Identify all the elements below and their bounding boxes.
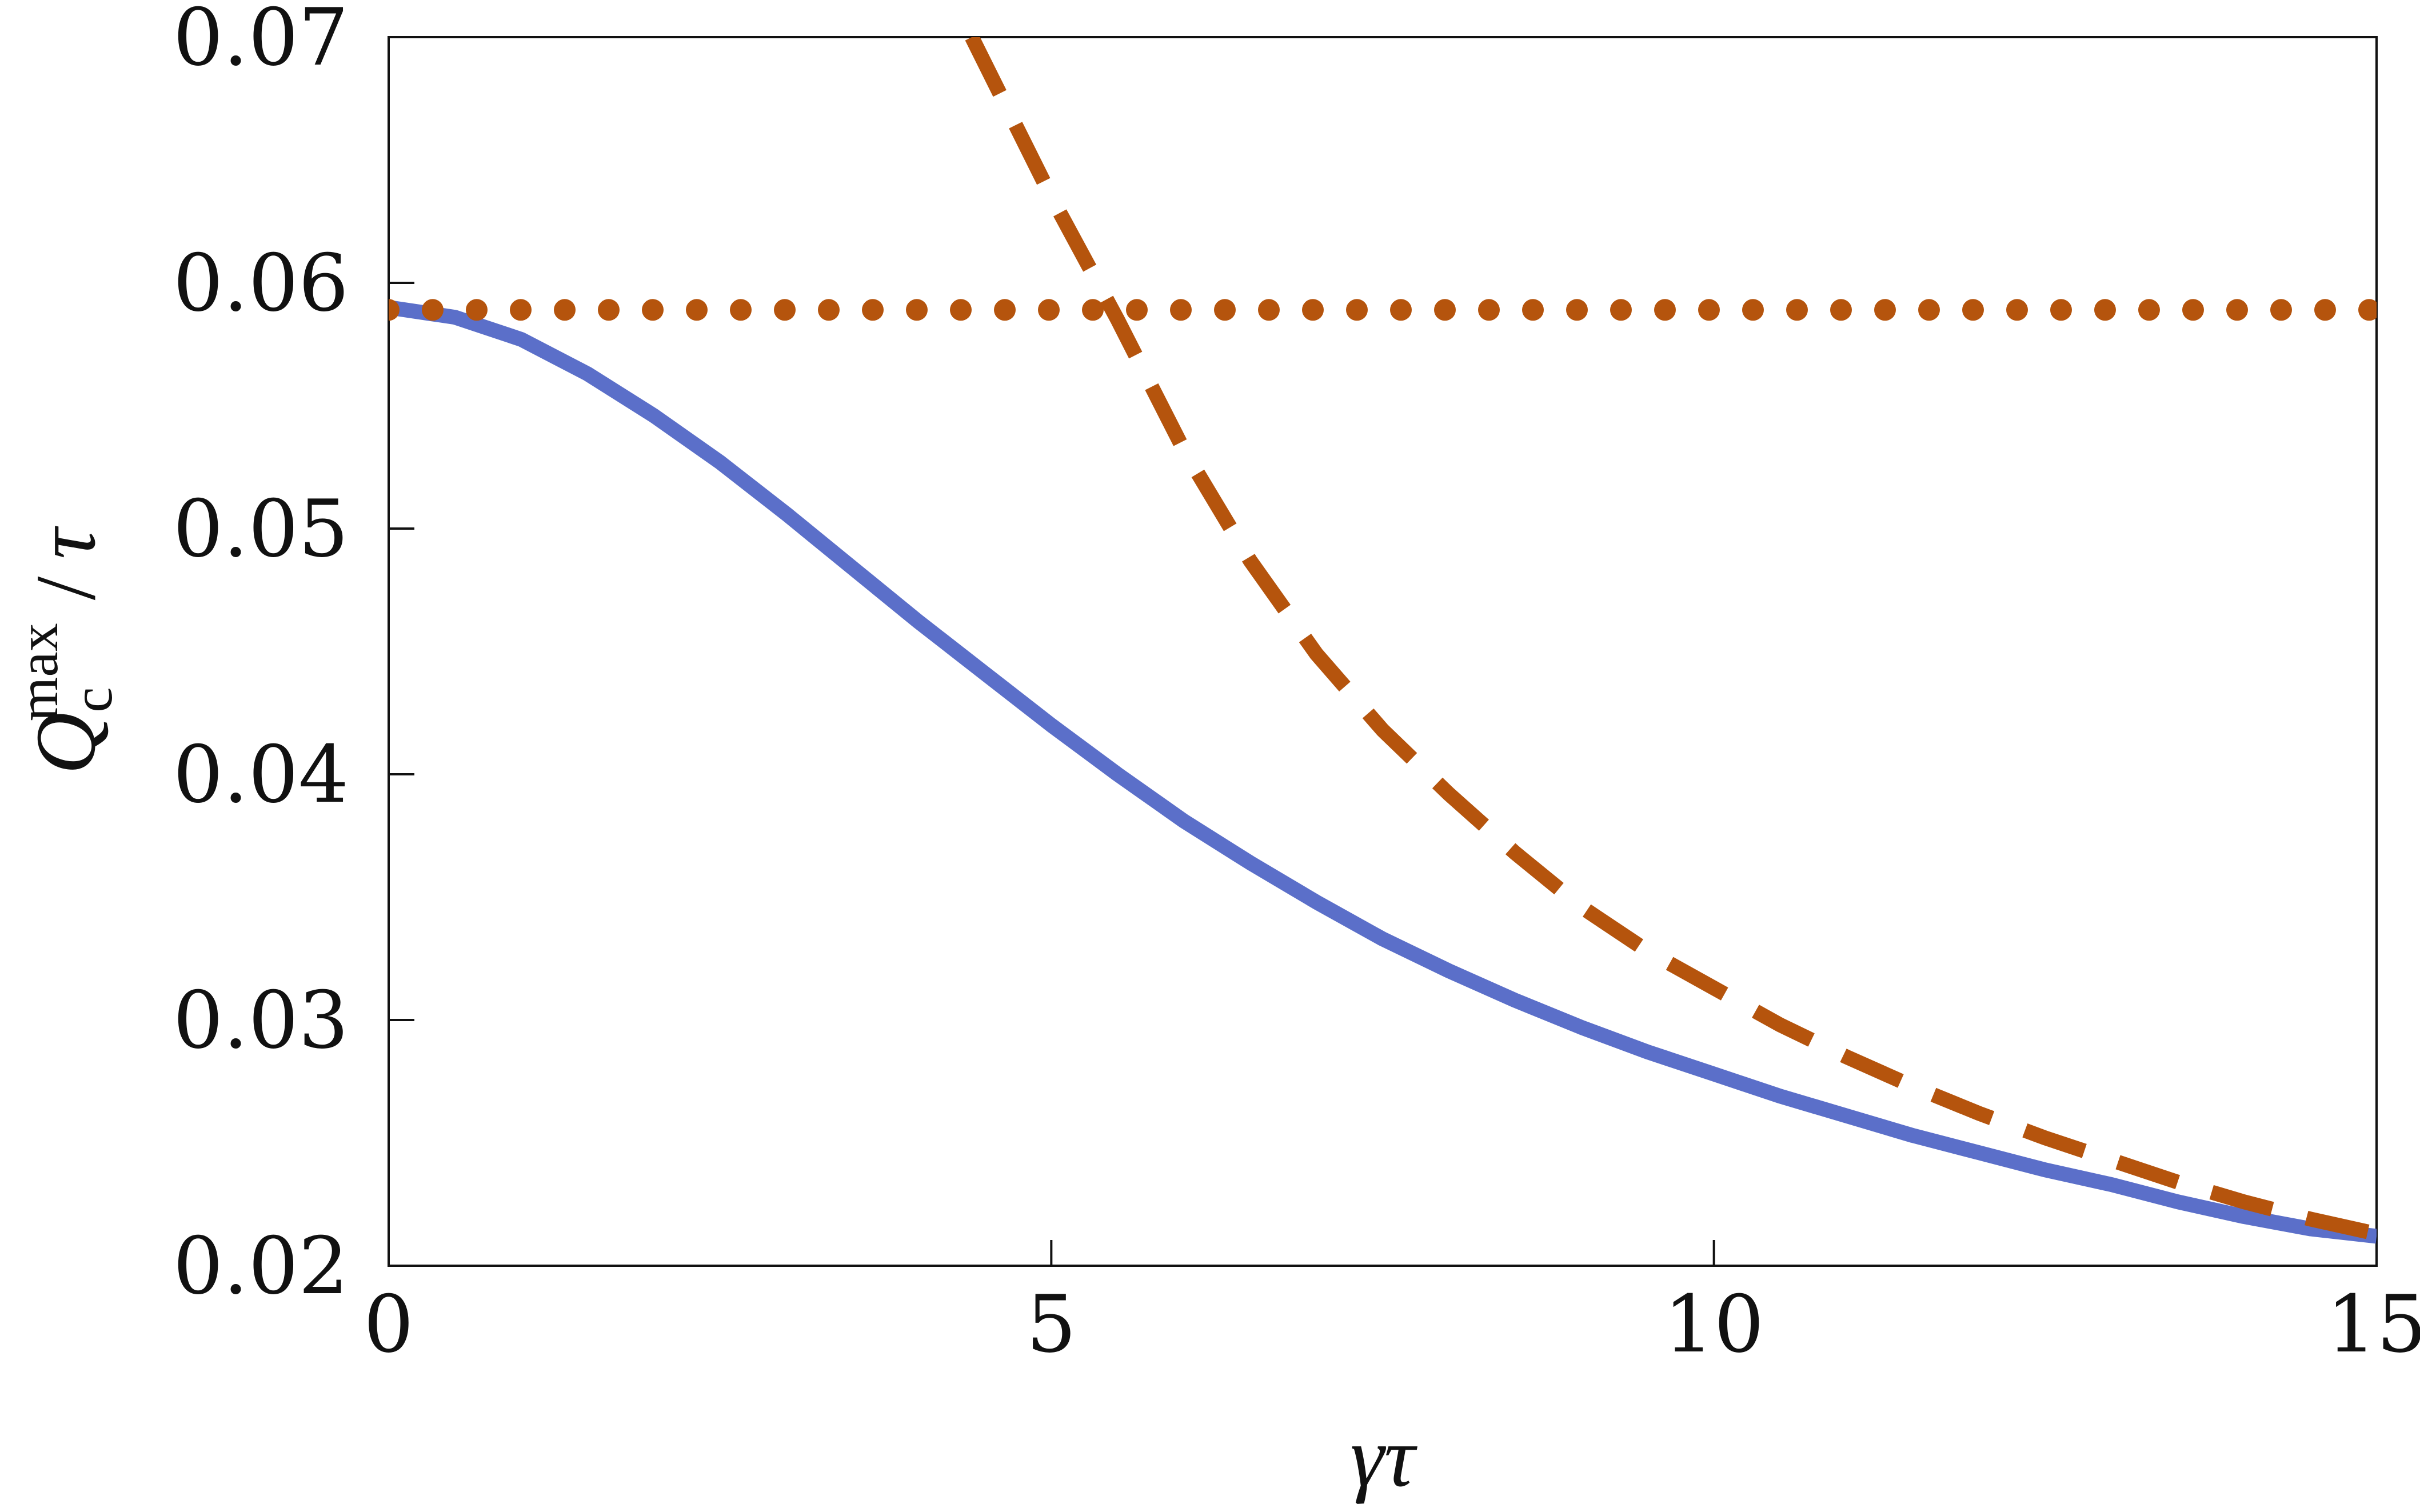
x-tick-label: 0 (364, 1278, 414, 1370)
series-line-dashed (965, 37, 2377, 1241)
y-label-subscript: c (61, 687, 124, 712)
y-tick-label: 0.07 (173, 0, 349, 83)
y-tick-label: 0.02 (173, 1220, 349, 1312)
series-layer (389, 37, 2377, 1244)
series-line-solid (389, 300, 2377, 1244)
x-tick-label: 15 (2326, 1278, 2420, 1370)
y-label-slash: / (18, 576, 113, 600)
x-axis-ticks: 0 5 10 15 (364, 1240, 2420, 1370)
plot-frame (388, 36, 2378, 1267)
x-axis-label: γτ (1351, 1410, 1418, 1505)
y-tick-label: 0.04 (173, 729, 349, 821)
y-tick-label: 0.06 (173, 237, 349, 329)
x-tick-label: 10 (1664, 1278, 1764, 1370)
y-label-symbol: Q (18, 713, 113, 774)
svg-text:Qcmax/τ: Qcmax / τ (6, 526, 124, 775)
y-axis-ticks: 0.02 0.03 0.04 0.05 0.06 0.07 (173, 0, 414, 1312)
y-tick-label: 0.05 (173, 483, 349, 575)
y-tick-label: 0.03 (173, 974, 349, 1066)
x-tick-label: 5 (1026, 1278, 1076, 1370)
y-axis-label: Qcmax / τ (6, 526, 124, 775)
y-label-superscript: max (6, 623, 70, 721)
y-label-denominator: τ (18, 526, 113, 559)
